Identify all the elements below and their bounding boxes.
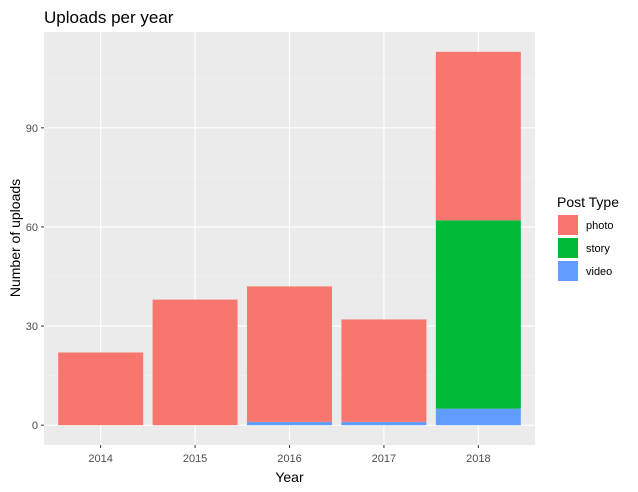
y-tick-label: 0: [32, 420, 38, 432]
bar-photo-2016: [247, 286, 332, 422]
x-axis-ticks: 2014 2015 2016 2017 2018: [88, 445, 491, 465]
bars: [58, 51, 521, 426]
legend-label-story: story: [586, 243, 610, 255]
legend-label-photo: photo: [586, 220, 614, 232]
y-axis-title: Number of uploads: [7, 179, 23, 297]
y-tick-label: 90: [26, 123, 38, 135]
legend-key-story: [558, 238, 578, 258]
legend-label-video: video: [586, 266, 612, 278]
chart-title: Uploads per year: [44, 8, 174, 27]
x-tick-label: 2018: [466, 453, 490, 465]
bar-photo-2018: [435, 51, 521, 221]
legend-key-photo: [558, 215, 578, 235]
y-axis-ticks: 0 30 60 90: [26, 123, 44, 432]
bar-photo-2014: [58, 352, 144, 426]
x-tick-label: 2016: [277, 453, 301, 465]
x-tick-label: 2017: [372, 453, 396, 465]
bar-video-2018: [435, 408, 521, 426]
y-tick-label: 30: [26, 321, 38, 333]
y-tick-label: 60: [26, 222, 38, 234]
bar-story-2018: [435, 220, 521, 409]
bar-photo-2017: [341, 319, 427, 422]
legend: Post Type photo story video: [557, 194, 619, 281]
bar-video-2017: [341, 421, 427, 426]
x-tick-label: 2014: [88, 453, 112, 465]
legend-key-video: [558, 261, 578, 281]
x-axis-title: Year: [275, 469, 304, 485]
bar-photo-2015: [152, 299, 238, 426]
legend-title: Post Type: [557, 194, 619, 210]
bar-video-2016: [247, 421, 332, 426]
x-tick-label: 2015: [183, 453, 207, 465]
